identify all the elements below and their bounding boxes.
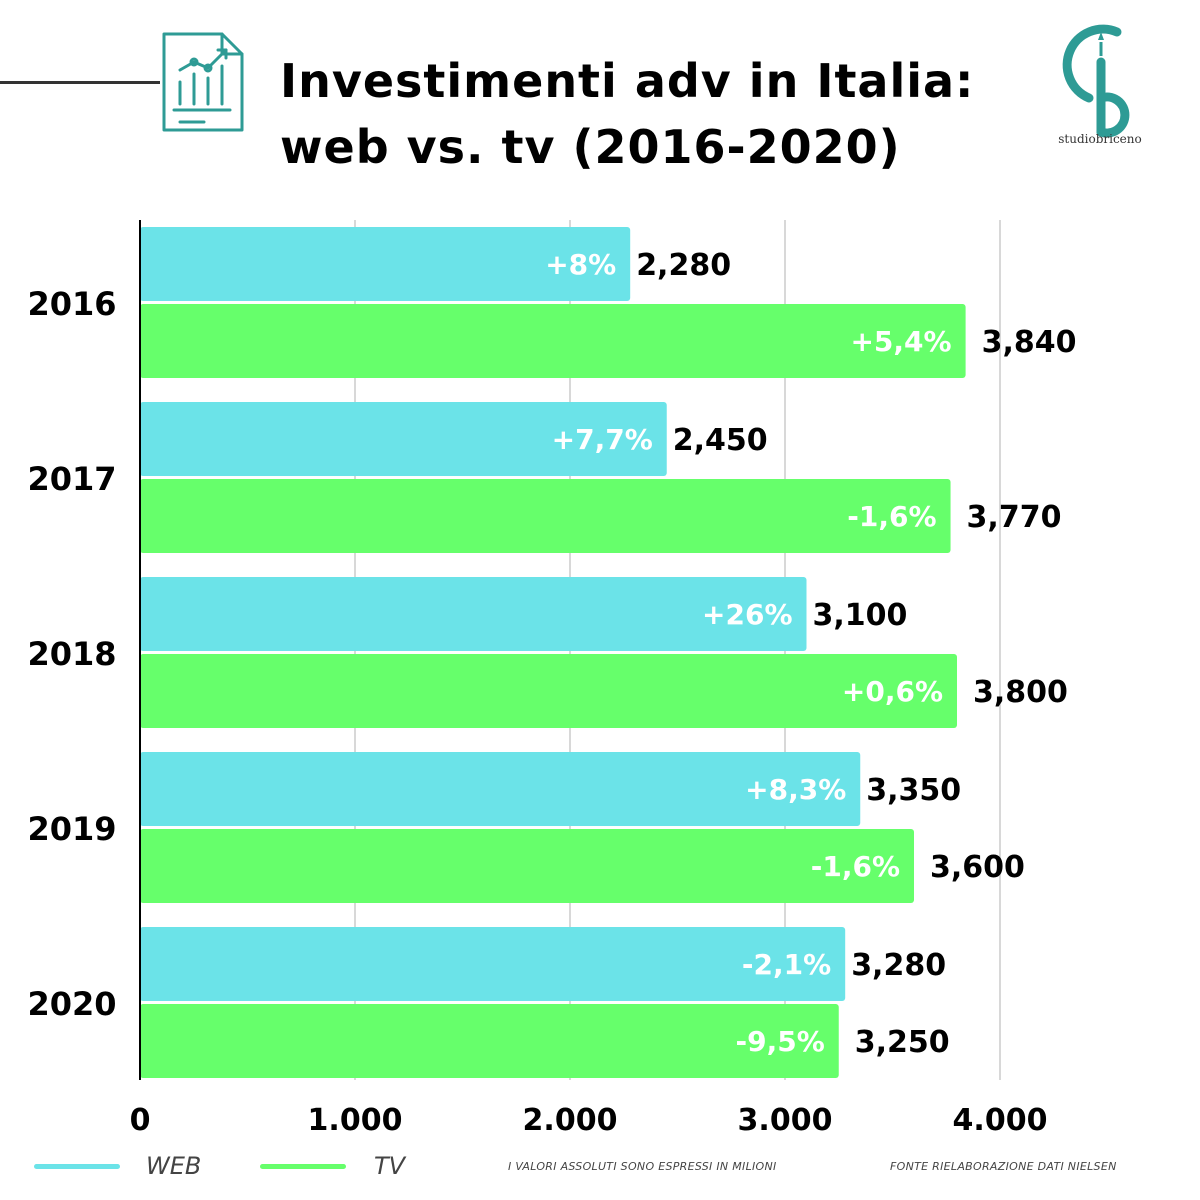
legend: WEB TV I VALORI ASSOLUTI SONO ESPRESSI I… <box>0 1150 1200 1190</box>
legend-swatch-tv <box>260 1164 346 1169</box>
value-label: 2,280 <box>636 248 731 283</box>
report-chart-icon <box>162 32 244 132</box>
value-label: 3,800 <box>973 675 1068 710</box>
value-label: 3,250 <box>855 1025 950 1060</box>
value-label: 3,840 <box>982 325 1077 360</box>
page-title: Investimenti adv in Italia: web vs. tv (… <box>280 48 974 180</box>
change-label: +8,3% <box>745 773 846 806</box>
change-label: +7,7% <box>552 423 653 456</box>
bar-web <box>140 402 667 476</box>
logo-wordmark: studiobriceno <box>1058 132 1142 146</box>
category-label: 2019 <box>27 810 116 848</box>
change-label: -1,6% <box>811 850 900 883</box>
change-label: -2,1% <box>742 948 831 981</box>
category-label: 2018 <box>27 635 116 673</box>
x-tick-label: 1.000 <box>308 1103 403 1138</box>
value-label: 3,600 <box>930 850 1025 885</box>
legend-swatch-web <box>34 1164 120 1169</box>
x-tick-label: 3.000 <box>738 1103 833 1138</box>
legend-label-tv: TV <box>374 1152 406 1180</box>
source-note: FONTE RIELABORAZIONE DATI NIELSEN <box>890 1160 1117 1173</box>
bar-tv <box>140 1004 839 1078</box>
change-label: -1,6% <box>847 500 936 533</box>
value-label: 3,350 <box>866 773 961 808</box>
value-label: 3,280 <box>851 948 946 983</box>
bar-web <box>140 227 631 301</box>
value-label: 2,450 <box>673 423 768 458</box>
category-label: 2020 <box>27 985 116 1023</box>
bar-tv <box>140 479 951 553</box>
change-label: +5,4% <box>850 325 951 358</box>
header-rule <box>0 81 160 84</box>
category-label: 2017 <box>27 460 116 498</box>
change-label: +8% <box>545 248 616 281</box>
studiobriceno-logo <box>1062 24 1130 138</box>
bar-web <box>140 752 861 826</box>
title-line-2: web vs. tv (2016-2020) <box>280 120 901 174</box>
change-label: +26% <box>702 598 792 631</box>
value-label: 3,100 <box>813 598 908 633</box>
bar-tv <box>140 654 957 728</box>
bar-chart: +8% 2,280 +5,4% 3,840 2016 +7,7% 2,450 -1,6% 3,7… <box>27 220 1077 1138</box>
x-tick-label: 4.000 <box>953 1103 1048 1138</box>
bar-web <box>140 927 846 1001</box>
units-note: I VALORI ASSOLUTI SONO ESPRESSI IN MILIO… <box>508 1160 777 1173</box>
bar-tv <box>140 304 966 378</box>
legend-label-web: WEB <box>146 1152 202 1180</box>
bar-web <box>140 577 807 651</box>
title-line-1: Investimenti adv in Italia: <box>280 54 975 108</box>
category-label: 2016 <box>27 285 116 323</box>
change-label: +0,6% <box>842 675 943 708</box>
value-label: 3,770 <box>967 500 1062 535</box>
bar-tv <box>140 829 914 903</box>
change-label: -9,5% <box>735 1025 824 1058</box>
x-tick-label: 2.000 <box>523 1103 618 1138</box>
x-tick-label: 0 <box>130 1103 151 1138</box>
